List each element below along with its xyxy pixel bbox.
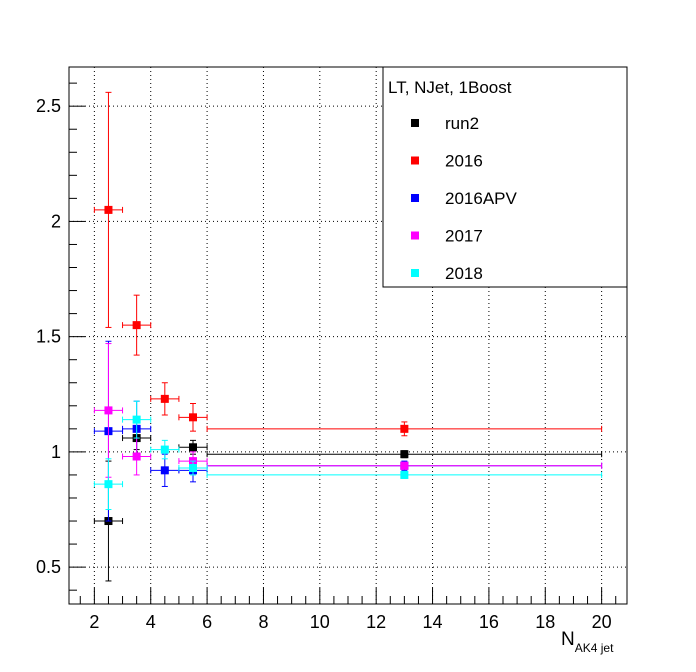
legend-label: 2017 [445, 227, 483, 246]
data-point [189, 413, 197, 422]
legend: LT, NJet, 1Boost run2 2016 2016APV 2017 2018 [382, 66, 628, 288]
data-point [400, 424, 409, 433]
x-tick-label: 16 [479, 612, 499, 632]
x-tick-label: 20 [592, 612, 612, 632]
y-tick-label: 2.5 [36, 96, 61, 116]
legend-marker [411, 119, 419, 127]
data-point [132, 321, 141, 330]
y-tick-label: 1 [51, 442, 61, 462]
data-point [104, 480, 113, 489]
data-point [132, 415, 141, 424]
x-tick-label: 10 [310, 612, 330, 632]
x-tick-label: 18 [535, 612, 555, 632]
x-axis-label-main: N [561, 629, 575, 650]
x-axis-label-sub: AK4 jet [575, 641, 614, 655]
x-tick-label: 2 [89, 612, 99, 632]
x-tick-label: 14 [423, 612, 443, 632]
data-point [189, 464, 197, 473]
y-tick-label: 0.5 [36, 557, 61, 577]
legend-marker [411, 231, 419, 240]
legend-marker [411, 156, 419, 165]
series-2017 [93, 343, 603, 478]
x-tick-label: 8 [258, 612, 268, 632]
data-point [132, 452, 141, 461]
series-2016 [93, 91, 603, 437]
series-2016APV [93, 340, 603, 522]
grid-layer [69, 67, 627, 604]
series-2018 [93, 400, 603, 511]
data-point [189, 443, 197, 452]
x-axis-label: NAK4 jet [561, 629, 614, 655]
data-point [104, 406, 113, 415]
y-tick-label: 1.5 [36, 327, 61, 347]
legend-label: 2018 [445, 264, 483, 283]
data-point [400, 450, 409, 459]
legend-marker [411, 194, 419, 202]
x-tick-label: 4 [146, 612, 156, 632]
legend-header: LT, NJet, 1Boost [388, 78, 512, 97]
series-layer [93, 91, 603, 582]
legend-box [382, 66, 628, 288]
x-tick-label: 12 [366, 612, 386, 632]
legend-marker [411, 269, 419, 277]
axes-layer: 2 4 6 8 10 12 14 16 18 20 0.5 1 1.5 2 2.5 [36, 82, 617, 632]
data-point [400, 461, 409, 470]
legend-label: 2016 [445, 152, 483, 171]
data-point [400, 470, 409, 479]
data-point [160, 445, 169, 454]
data-point [104, 205, 113, 214]
y-tick-label: 2 [51, 211, 61, 231]
legend-label: run2 [445, 114, 479, 133]
legend-label: 2016APV [445, 189, 517, 208]
data-point [160, 394, 169, 403]
data-point [160, 466, 169, 475]
x-tick-label: 6 [202, 612, 212, 632]
